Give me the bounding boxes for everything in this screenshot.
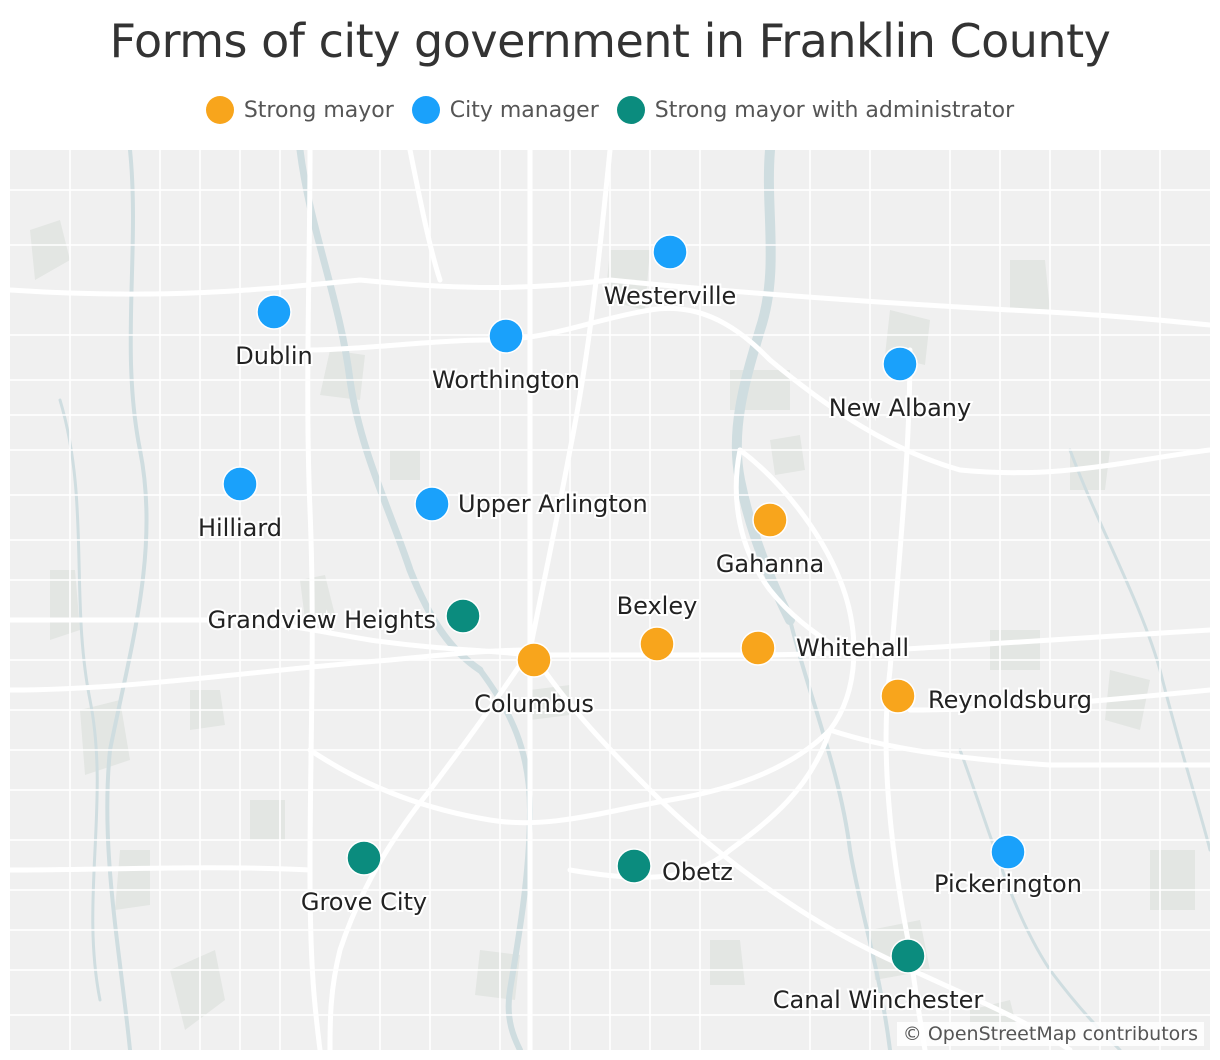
map-title: Forms of city government in Franklin Cou… xyxy=(109,14,1111,68)
label-upper-arlington: Upper Arlington xyxy=(458,490,648,518)
marker-grove-city[interactable] xyxy=(346,840,382,876)
legend-label-strong-mayor: Strong mayor xyxy=(243,97,394,123)
legend-label-city-manager: City manager xyxy=(449,97,599,123)
marker-bexley[interactable] xyxy=(639,626,675,662)
label-new-albany: New Albany xyxy=(829,394,971,422)
label-columbus: Columbus xyxy=(474,690,594,718)
marker-dublin[interactable] xyxy=(256,294,292,330)
label-grove-city: Grove City xyxy=(301,888,427,916)
marker-obetz[interactable] xyxy=(616,848,652,884)
label-canal-winchester: Canal Winchester xyxy=(773,986,984,1014)
marker-gahanna[interactable] xyxy=(752,502,788,538)
city-markers: Westerville Dublin Worthington New Albany Hi… xyxy=(196,234,1094,1016)
label-pickerington: Pickerington xyxy=(934,870,1082,898)
marker-new-albany[interactable] xyxy=(882,346,918,382)
marker-whitehall[interactable] xyxy=(740,630,776,666)
label-reynoldsburg: Reynoldsburg xyxy=(928,686,1092,714)
legend-item-strong-mayor-admin: Strong mayor with administrator xyxy=(616,96,1015,124)
legend-swatch-city-manager xyxy=(411,96,440,124)
label-hilliard: Hilliard xyxy=(198,514,282,542)
attribution: © OpenStreetMap contributors xyxy=(896,1022,1204,1046)
label-obetz: Obetz xyxy=(662,858,733,886)
label-grandview-heights: Grandview Heights xyxy=(208,606,436,634)
label-westerville: Westerville xyxy=(604,282,737,310)
label-dublin: Dublin xyxy=(235,342,312,370)
legend-swatch-strong-mayor-admin xyxy=(616,96,645,124)
marker-westerville[interactable] xyxy=(652,234,688,270)
basemap xyxy=(10,150,1210,1050)
marker-reynoldsburg[interactable] xyxy=(880,678,916,714)
marker-pickerington[interactable] xyxy=(990,834,1026,870)
marker-upper-arlington[interactable] xyxy=(414,486,450,522)
legend-swatch-strong-mayor xyxy=(205,96,234,124)
map-canvas[interactable]: Westerville Dublin Worthington New Albany Hi… xyxy=(10,150,1210,1050)
marker-columbus[interactable] xyxy=(516,642,552,678)
label-bexley: Bexley xyxy=(617,592,698,620)
legend-label-strong-mayor-admin: Strong mayor with administrator xyxy=(654,97,1015,123)
marker-grandview-heights[interactable] xyxy=(445,598,481,634)
highways xyxy=(10,150,1210,1050)
label-worthington: Worthington xyxy=(432,366,580,394)
legend-item-strong-mayor: Strong mayor xyxy=(205,96,394,124)
marker-hilliard[interactable] xyxy=(222,466,258,502)
marker-worthington[interactable] xyxy=(488,318,524,354)
label-whitehall: Whitehall xyxy=(796,634,909,662)
legend-item-city-manager: City manager xyxy=(411,96,599,124)
marker-canal-winchester[interactable] xyxy=(890,938,926,974)
label-gahanna: Gahanna xyxy=(716,550,824,578)
legend: Strong mayor City manager Strong mayor w… xyxy=(0,96,1220,124)
